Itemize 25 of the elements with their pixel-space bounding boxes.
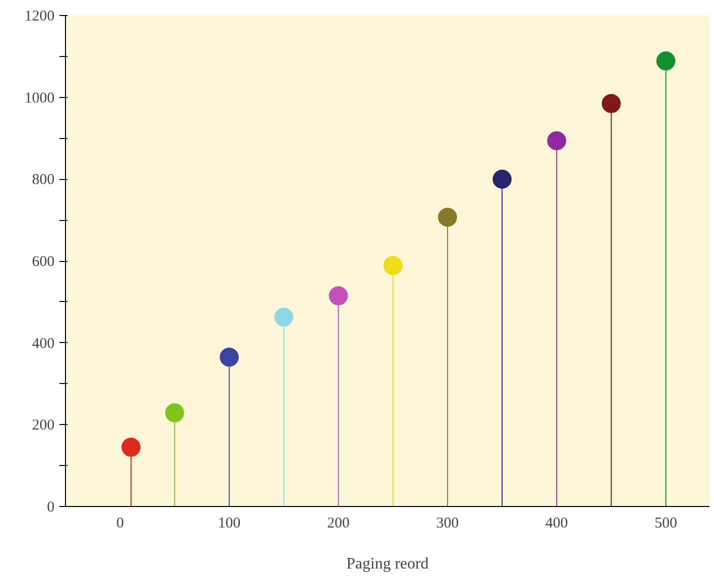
point — [121, 438, 140, 457]
y-tick-label: 1000 — [24, 90, 54, 106]
point — [492, 170, 512, 189]
x-axis-title: Paging reord — [346, 556, 429, 572]
x-tick-label: 300 — [436, 516, 459, 532]
y-tick-label: 0 — [47, 500, 54, 516]
point — [165, 403, 184, 422]
point — [274, 308, 294, 327]
x-tick-label: 100 — [218, 516, 240, 532]
x-tick-label: 200 — [327, 516, 350, 532]
x-tick-label: 0 — [116, 516, 124, 532]
point — [602, 94, 621, 113]
point — [328, 286, 348, 306]
y-tick-label: 200 — [32, 418, 54, 434]
point — [220, 348, 239, 367]
point — [383, 256, 402, 275]
y-tick-label: 400 — [32, 336, 54, 352]
y-tick-label: 1200 — [24, 8, 54, 24]
point — [656, 51, 676, 70]
y-tick-label: 800 — [32, 172, 54, 188]
point — [547, 131, 566, 150]
point — [438, 208, 458, 227]
x-tick-label: 500 — [654, 516, 678, 532]
y-tick-label: 600 — [32, 254, 54, 270]
x-tick-label: 400 — [545, 516, 568, 532]
